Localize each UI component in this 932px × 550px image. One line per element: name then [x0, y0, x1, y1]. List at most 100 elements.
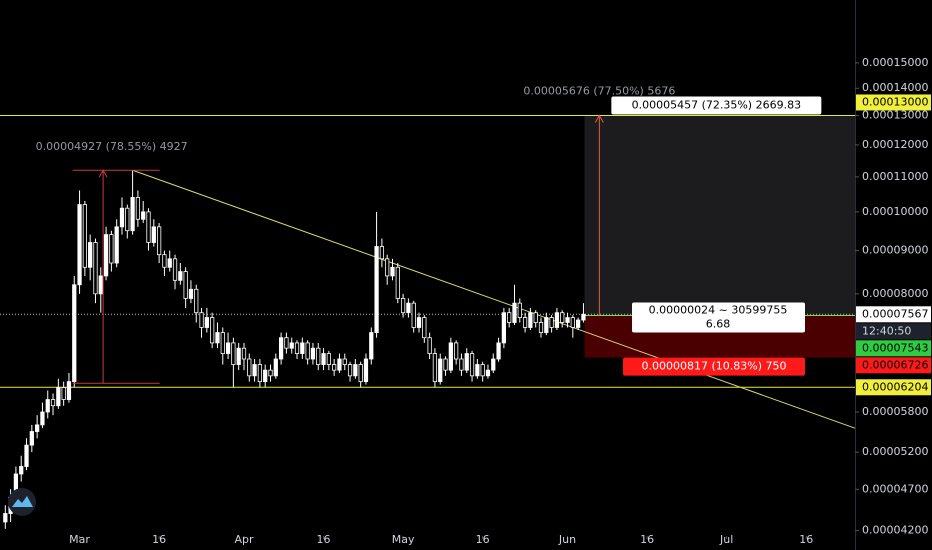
profit-zone [584, 115, 855, 316]
candle-body [390, 266, 395, 277]
candle-body [199, 312, 204, 328]
stats-label: 0.00000024 ~ 30599755 [649, 303, 788, 316]
candle-body [289, 342, 294, 349]
price-tag: 0.00006204 [862, 380, 928, 393]
y-tick-label: 0.00005800 [862, 405, 928, 418]
candle-body [422, 317, 427, 339]
candle-body [379, 246, 385, 260]
position-arrowhead [594, 114, 604, 123]
candle-body [305, 342, 310, 360]
candle-body [385, 258, 390, 277]
y-tick-label: 0.00015000 [862, 56, 928, 69]
x-tick-label: Jul [719, 533, 733, 546]
candle-body [443, 358, 448, 371]
candle-body [204, 317, 209, 328]
candle-body [167, 258, 172, 268]
candle-body [294, 342, 300, 354]
x-tick-label: May [392, 533, 415, 546]
candle-body [310, 347, 316, 360]
candle-body [522, 317, 528, 328]
x-tick-label: Jun [558, 533, 576, 546]
candle-body [278, 337, 284, 360]
stop-label: 0.00000817 (10.83%) 750 [642, 360, 787, 373]
countdown-tag-bg [856, 323, 931, 340]
target-box [611, 96, 822, 115]
candle-body [103, 234, 109, 277]
candle-body [3, 513, 8, 523]
candle-body [406, 302, 411, 314]
candle-body [544, 317, 549, 333]
candle-body [114, 226, 119, 264]
measure-arrowhead [98, 169, 108, 178]
price-tag-bg [856, 379, 931, 396]
candle-body [491, 358, 496, 371]
candle-body [485, 369, 491, 377]
candle-body [400, 298, 406, 314]
last-price-tag-bg [856, 306, 931, 323]
position-note: 0.00005676 (77.50%) 5676 [523, 84, 675, 97]
candle-body [93, 242, 98, 295]
y-tick-label: 0.00004200 [862, 524, 928, 537]
candle-body [517, 302, 522, 318]
candle-body [231, 342, 236, 365]
x-tick-label: 16 [152, 533, 166, 546]
candle-body [257, 364, 263, 383]
x-tick-label: 16 [476, 533, 490, 546]
candle-body [72, 284, 77, 383]
candle-body [411, 302, 416, 328]
candle-body [45, 399, 50, 413]
price-tag: 0.00013000 [862, 95, 928, 108]
price-tag: 0.00006726 [862, 358, 928, 371]
candle-body [549, 317, 554, 328]
candle-body [469, 353, 475, 377]
candle-body [501, 312, 507, 344]
candle-body [156, 226, 162, 256]
stats-label: 6.68 [706, 317, 731, 330]
candle-body [172, 258, 178, 281]
candle-body [61, 387, 66, 400]
candle-body [88, 242, 93, 268]
candle-body [29, 431, 34, 446]
candle-body [342, 358, 347, 365]
candle-body [448, 342, 453, 371]
candle-body [56, 387, 61, 407]
candle-body [427, 337, 432, 354]
candle-body [480, 364, 485, 377]
candle-body [533, 312, 538, 323]
candle-body [416, 317, 422, 328]
price-axis: 0.000150000.000140000.000130000.00012000… [855, 0, 931, 550]
y-tick-label: 0.00010000 [862, 205, 928, 218]
trendline [132, 169, 856, 429]
y-tick-label: 0.00013000 [862, 108, 928, 121]
target-label: 0.00005457 (72.35%) 2669.83 [632, 98, 802, 111]
candle-body [538, 322, 544, 333]
price-tag-bg [856, 340, 931, 357]
candle-body [178, 271, 183, 281]
candle-body [125, 207, 130, 232]
candle-body [183, 271, 188, 299]
candle-body [210, 317, 215, 344]
candle-body [454, 342, 459, 360]
candle-body [109, 234, 114, 264]
candle-body [225, 342, 231, 354]
y-tick-label: 0.00004700 [862, 482, 928, 495]
candle-body [528, 312, 533, 328]
y-tick-label: 0.00014000 [862, 81, 928, 94]
price-tag-bg [856, 357, 931, 374]
x-tick-label: 16 [640, 533, 654, 546]
x-tick-label: 16 [317, 533, 331, 546]
candle-body [19, 466, 24, 475]
candle-body [141, 211, 146, 220]
candle-body [507, 312, 512, 323]
candle-body [188, 288, 194, 299]
candle-body [369, 332, 374, 360]
candle-body [98, 275, 103, 295]
candle-body [66, 381, 72, 400]
stop-box [623, 357, 805, 376]
candle-body [576, 319, 581, 328]
price-tag-bg [856, 94, 931, 111]
candle-body [316, 347, 321, 365]
candle-body [358, 364, 363, 383]
